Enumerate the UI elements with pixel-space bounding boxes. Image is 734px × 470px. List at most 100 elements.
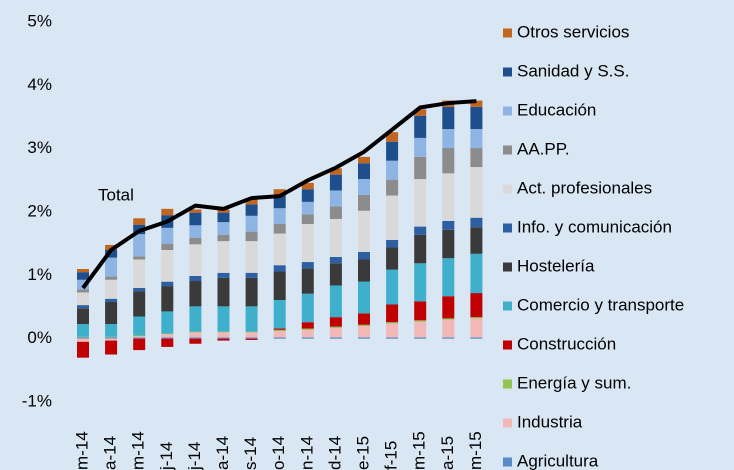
bar-segment	[133, 291, 146, 317]
bar-segment	[273, 331, 286, 338]
bar-segment	[273, 233, 286, 266]
bar-segment	[301, 224, 314, 263]
bar-segment	[161, 250, 174, 282]
y-tick-label: 2%	[27, 201, 52, 220]
bar-segment	[273, 189, 286, 196]
bar-segment	[301, 337, 314, 339]
x-tick-label: s-14	[241, 437, 260, 470]
legend-label: Comercio y transporte	[517, 295, 684, 314]
bar-segment	[105, 336, 118, 338]
bar-segment	[301, 322, 314, 329]
legend-label: Industria	[517, 412, 583, 431]
x-tick-label: m-15	[410, 431, 429, 470]
bar-segment	[301, 201, 314, 215]
bar-segment	[386, 323, 399, 338]
bar-segment	[161, 334, 174, 338]
legend-swatch	[503, 223, 512, 233]
legend-label: Hostelería	[517, 256, 595, 275]
bar-segment	[358, 194, 370, 211]
bar-segment	[105, 298, 118, 302]
bar-segment	[217, 212, 230, 223]
bar-segment	[414, 234, 427, 264]
bar-segment	[329, 174, 342, 191]
x-tick-label: a-15	[438, 436, 457, 470]
bar-segment	[189, 225, 202, 238]
bar-segment	[414, 226, 427, 235]
legend-label: Educación	[517, 100, 596, 119]
bar-segment	[217, 277, 230, 307]
bar-segment	[189, 331, 202, 333]
x-tick-label: n-14	[297, 436, 316, 470]
y-tick-label: 3%	[27, 138, 52, 157]
bar-segment	[329, 263, 342, 286]
x-tick-label: o-14	[269, 436, 288, 470]
legend-label: Construcción	[517, 334, 616, 353]
bar-segment	[217, 272, 230, 278]
bar-segment	[358, 179, 370, 195]
legend-label: Otros servicios	[517, 22, 629, 41]
bar-segment	[358, 259, 370, 282]
bar-segment	[189, 237, 202, 245]
bar-segment	[414, 156, 427, 180]
bar-segment	[414, 115, 427, 138]
bar-segment	[414, 137, 427, 157]
bar-segment	[245, 277, 258, 307]
x-tick-label: a-14	[101, 436, 120, 470]
bar-segment	[442, 129, 455, 149]
bar-segment	[358, 281, 370, 314]
legend-swatch	[503, 301, 512, 311]
bar-segment	[442, 318, 455, 320]
bar-segment	[470, 100, 483, 107]
bar-segment	[470, 217, 483, 228]
bar-segment	[273, 337, 286, 339]
bar-segment	[414, 301, 427, 321]
bar-segment	[189, 338, 202, 344]
x-tick-label: e-15	[353, 436, 372, 470]
bar-segment	[217, 332, 230, 338]
bar-segment	[386, 304, 399, 323]
bar-segment	[217, 209, 230, 213]
bar-segment	[329, 190, 342, 207]
bar-segment	[77, 336, 89, 338]
bar-segment	[414, 320, 427, 322]
bar-segment	[386, 337, 399, 339]
bar-segment	[414, 109, 427, 116]
bar-segment	[161, 311, 174, 334]
x-tick-label: m-15	[466, 431, 485, 470]
legend-label: Agricultura	[517, 451, 599, 470]
legend-swatch	[503, 145, 512, 155]
bar-segment	[273, 271, 286, 301]
bar-segment	[77, 337, 89, 339]
y-tick-label: 4%	[27, 75, 52, 94]
bar-segment	[301, 268, 314, 294]
bar-segment	[189, 337, 202, 339]
bar-segment	[105, 279, 118, 299]
bar-segment	[217, 331, 230, 333]
bar-segment	[245, 331, 258, 333]
bar-segment	[189, 209, 202, 213]
legend-swatch	[503, 340, 512, 350]
bar-segment	[161, 286, 174, 312]
bar-segment	[386, 195, 399, 240]
bar-segment	[133, 259, 146, 288]
bar-segment	[245, 338, 258, 340]
bar-segment	[414, 337, 427, 339]
line-annotation: Total	[98, 185, 134, 204]
bar-segment	[77, 269, 89, 273]
y-tick-label: 1%	[27, 265, 52, 284]
bar-segment	[301, 214, 314, 225]
bar-segment	[301, 329, 314, 338]
bar-segment	[386, 322, 399, 324]
bar-segment	[105, 338, 118, 341]
bar-segment	[329, 285, 342, 318]
bar-segment	[245, 272, 258, 278]
bar-segment	[105, 337, 118, 339]
bar-segment	[245, 198, 258, 205]
y-tick-label: 5%	[27, 11, 52, 30]
bar-segment	[329, 327, 342, 338]
bar-segment	[329, 168, 342, 175]
bar-segment	[442, 229, 455, 259]
bar-segment	[273, 208, 286, 225]
bar-segment	[161, 281, 174, 287]
bar-segment	[161, 338, 174, 347]
